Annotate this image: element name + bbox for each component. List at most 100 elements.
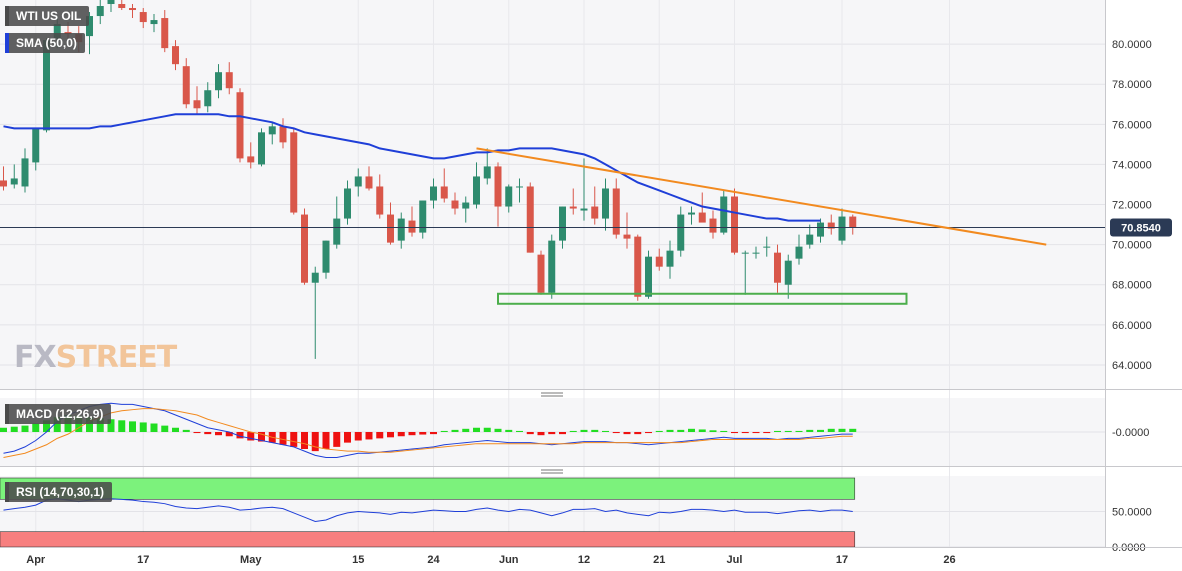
- candle-up: [322, 240, 330, 273]
- axes: 80.0000 78.0000 76.0000 74.0000 72.0000 70.00…: [26, 39, 1172, 566]
- macd-hist-neg: [731, 432, 738, 434]
- candle-up: [419, 200, 427, 233]
- macd-hist-pos: [580, 429, 588, 432]
- macd-hist-neg: [376, 432, 384, 439]
- macd-hist-pos: [150, 423, 158, 432]
- rsi-zones: [0, 477, 856, 548]
- candle-down: [537, 254, 545, 293]
- candle-down: [526, 186, 534, 253]
- x-tick-label: 12: [578, 554, 590, 566]
- macd-hist-neg: [193, 432, 201, 434]
- macd-hist-pos: [451, 429, 459, 432]
- macd-hist-neg: [419, 432, 427, 435]
- candle-up: [838, 216, 846, 241]
- candle-down: [247, 156, 255, 163]
- candle-down: [612, 188, 620, 235]
- price-tick-label: 74.0000: [1112, 159, 1152, 171]
- macd-hist-pos: [817, 429, 824, 432]
- instrument-label[interactable]: WTI US OIL: [5, 6, 90, 26]
- candle-up: [96, 6, 104, 17]
- sma-indicator-label[interactable]: SMA (50,0): [5, 33, 85, 53]
- macd-hist-pos: [172, 427, 179, 432]
- macd-hist-pos: [139, 422, 147, 432]
- candle-up: [397, 218, 405, 241]
- macd-hist-neg: [301, 432, 308, 449]
- candle-down: [634, 236, 642, 297]
- candle-down: [236, 92, 244, 159]
- candle-down: [129, 8, 136, 11]
- macd-hist-neg: [247, 432, 255, 441]
- rsi-overbought-zone: [0, 477, 856, 500]
- macd-hist-pos: [569, 430, 577, 432]
- candle-down: [387, 214, 394, 243]
- candle-down: [225, 72, 233, 89]
- macd-hist-neg: [430, 432, 437, 435]
- macd-hist-neg: [548, 432, 556, 435]
- macd-hist-neg: [354, 432, 362, 441]
- macd-hist-pos: [462, 428, 470, 432]
- macd-line: [3, 402, 853, 458]
- macd-hist-neg: [559, 432, 566, 435]
- candle-down: [301, 214, 308, 283]
- macd-hist-neg: [634, 432, 642, 435]
- candle-up: [333, 218, 341, 245]
- macd-hist-pos: [795, 430, 803, 432]
- macd-hist-neg: [344, 432, 351, 443]
- macd-hist-pos: [107, 419, 115, 432]
- macd-hist-pos: [602, 430, 609, 432]
- macd-indicator-label[interactable]: MACD (12,26,9): [5, 404, 112, 424]
- macd-hist-pos: [505, 429, 513, 432]
- macd-hist-neg: [311, 432, 319, 452]
- price-tick-label: 66.0000: [1112, 320, 1152, 332]
- candle-down: [408, 220, 416, 233]
- x-tick-label: 17: [137, 554, 149, 566]
- macd-tick-label: -0.0000: [1112, 427, 1149, 439]
- rsi-indicator-label[interactable]: RSI (14,70,30,1): [5, 482, 113, 502]
- panel-resize-handle[interactable]: [541, 392, 563, 397]
- macd-signal-line: [3, 408, 853, 458]
- rsi-series: [3, 498, 853, 522]
- macd-hist-pos: [53, 417, 61, 432]
- candle-down: [161, 18, 169, 49]
- candle-up: [354, 176, 362, 187]
- macd-hist-neg: [215, 432, 222, 436]
- x-tick-label: 26: [943, 554, 955, 566]
- price-tick-label: 80.0000: [1112, 39, 1152, 51]
- last-price-label: 70.8540: [1121, 223, 1161, 235]
- rsi-oversold-zone: [0, 531, 856, 548]
- macd-hist-pos: [827, 428, 835, 432]
- macd-hist-pos: [118, 420, 126, 432]
- macd-hist-pos: [0, 427, 7, 432]
- candle-up: [43, 40, 50, 131]
- macd-hist-pos: [655, 430, 663, 432]
- candle-down: [365, 176, 373, 189]
- candle-down: [451, 200, 459, 209]
- fxstreet-logo: FXSTREET: [14, 340, 177, 375]
- candle-up: [150, 20, 158, 25]
- panel-resize-handle[interactable]: [541, 469, 563, 474]
- macd-hist-pos: [709, 430, 717, 432]
- rsi-line: [3, 498, 853, 522]
- sma-50-line: [3, 113, 821, 222]
- candle-up: [795, 246, 803, 259]
- candle-down: [440, 186, 448, 199]
- candle-up: [268, 126, 276, 135]
- candle-up: [548, 240, 556, 293]
- candle-up: [806, 234, 814, 245]
- candle-down: [193, 100, 201, 109]
- candle-up: [430, 186, 437, 201]
- candle-down: [376, 186, 384, 215]
- macd-hist-pos: [182, 429, 190, 432]
- macd-hist-pos: [473, 427, 480, 432]
- macd-hist-neg: [537, 432, 545, 436]
- descending-trendline: [476, 147, 1047, 246]
- price-tick-label: 70.0000: [1112, 240, 1152, 252]
- candle-up: [741, 252, 749, 254]
- x-tick-label: Jul: [727, 554, 743, 566]
- candle-up: [86, 16, 93, 37]
- price-tick-label: 72.0000: [1112, 200, 1152, 212]
- candle-up: [32, 128, 40, 163]
- macd-hist-pos: [32, 423, 40, 432]
- candle-up: [763, 246, 771, 248]
